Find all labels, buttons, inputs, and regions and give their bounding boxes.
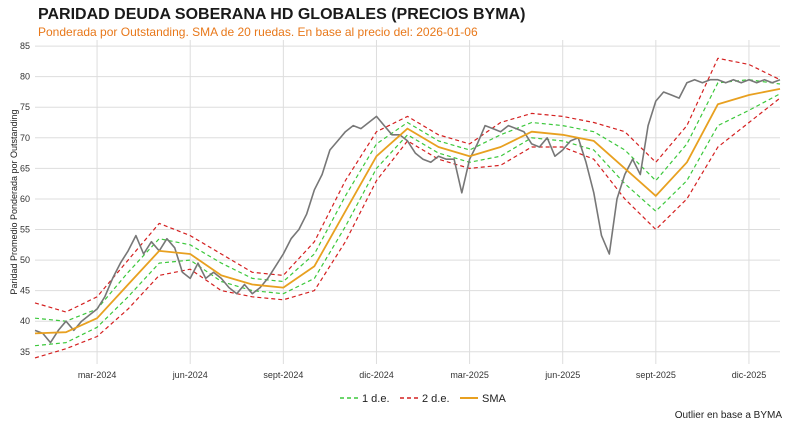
chart-title: PARIDAD DEUDA SOBERANA HD GLOBALES (PREC…: [38, 6, 526, 23]
series-line-paridad: [34, 78, 781, 344]
legend-label: SMA: [482, 393, 507, 405]
legend-label: 2 d.e.: [422, 393, 450, 405]
y-axis-label: Paridad Promedio Ponderada por Outstandi…: [9, 109, 19, 294]
series-lines: [34, 57, 781, 359]
series-line-sma: [34, 88, 781, 335]
y-tick-label: 55: [20, 225, 30, 235]
legend: 1 d.e. 2 d.e. SMA: [340, 393, 507, 405]
x-tick-label: sept-2025: [636, 370, 676, 380]
y-tick-label: 85: [20, 41, 30, 51]
y-tick-label: 35: [20, 347, 30, 357]
y-axis: 35 40 45 50 55 60 65 70 75 80 85: [20, 41, 30, 357]
legend-label: 1 d.e.: [362, 393, 390, 405]
y-tick-label: 60: [20, 194, 30, 204]
series-line--2-d-e-: [34, 97, 781, 359]
y-tick-label: 65: [20, 163, 30, 173]
y-tick-label: 50: [20, 255, 30, 265]
series-line--2-d-e-: [34, 57, 781, 313]
x-tick-label: jun-2025: [544, 370, 580, 380]
x-tick-label: mar-2025: [450, 370, 489, 380]
y-tick-label: 40: [20, 316, 30, 326]
x-tick-label: jun-2024: [172, 370, 208, 380]
y-tick-label: 45: [20, 286, 30, 296]
y-tick-label: 80: [20, 72, 30, 82]
series-line--1-d-e-: [34, 93, 781, 347]
x-tick-label: dic-2025: [732, 370, 767, 380]
chart-subtitle: Ponderada por Outstanding. SMA de 20 rue…: [38, 25, 478, 39]
x-tick-label: sept-2024: [263, 370, 303, 380]
y-tick-label: 75: [20, 102, 30, 112]
x-tick-label: dic-2024: [359, 370, 394, 380]
x-tick-label: mar-2024: [78, 370, 117, 380]
x-axis: mar-2024 jun-2024 sept-2024 dic-2024 mar-202…: [78, 370, 766, 380]
series-line--1-d-e-: [34, 79, 781, 322]
y-tick-label: 70: [20, 133, 30, 143]
grid: [35, 40, 780, 364]
caption-note: Outlier en base a BYMA: [674, 410, 782, 421]
